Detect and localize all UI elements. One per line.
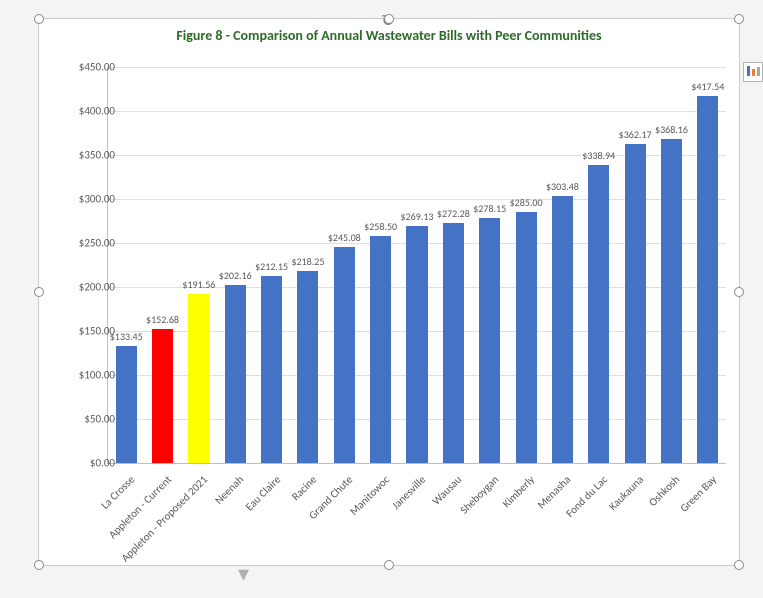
selection-handle[interactable]	[384, 14, 394, 24]
data-label: $245.08	[314, 231, 374, 244]
selection-handle[interactable]	[734, 287, 744, 297]
x-category-label: Neenah	[213, 473, 247, 507]
y-tick-label: $100.00	[55, 369, 115, 382]
bar[interactable]	[479, 218, 500, 463]
bar[interactable]	[697, 96, 718, 463]
y-tick-label: $350.00	[55, 149, 115, 162]
bar[interactable]	[188, 294, 209, 463]
y-tick-label: $300.00	[55, 193, 115, 206]
chart-filter-button[interactable]	[743, 62, 763, 82]
chart-object[interactable]: Figure 8 - Comparison of Annual Wastewat…	[38, 18, 740, 566]
bar[interactable]	[297, 271, 318, 463]
data-label: $152.68	[133, 313, 193, 326]
bar[interactable]	[516, 212, 537, 463]
y-tick-label: $400.00	[55, 105, 115, 118]
bar[interactable]	[406, 226, 427, 463]
data-label: $338.94	[569, 149, 629, 162]
gridline	[108, 111, 726, 112]
selection-handle[interactable]	[34, 14, 44, 24]
selection-handle[interactable]	[734, 14, 744, 24]
down-arrow-icon: ▾	[238, 560, 249, 587]
selection-handle[interactable]	[34, 560, 44, 570]
x-category-label: Kaukauna	[606, 473, 646, 513]
selection-handle[interactable]	[734, 560, 744, 570]
x-category-label: Wausau	[430, 473, 465, 508]
bar[interactable]	[152, 329, 173, 463]
plot-area: $133.45$152.68$191.56$202.16$212.15$218.…	[107, 67, 726, 464]
bar[interactable]	[116, 346, 137, 463]
gridline	[108, 67, 726, 68]
y-tick-label: $0.00	[55, 457, 115, 470]
chart-filter-icon	[744, 63, 762, 81]
bar[interactable]	[370, 236, 391, 463]
x-category-label: Eau Claire	[242, 473, 282, 513]
bar[interactable]	[625, 144, 646, 463]
x-category-label: Green Bay	[677, 473, 719, 515]
bar[interactable]	[334, 247, 355, 463]
x-category-label: Sheboygan	[457, 473, 501, 517]
x-category-label: Appleton - Current	[106, 473, 174, 541]
bar[interactable]	[661, 139, 682, 463]
bar[interactable]	[261, 276, 282, 463]
x-category-label: Oshkosh	[647, 473, 683, 509]
y-tick-label: $150.00	[55, 325, 115, 338]
y-tick-label: $50.00	[55, 413, 115, 426]
bar[interactable]	[443, 223, 464, 463]
data-label: $368.16	[641, 123, 701, 136]
x-category-label: Janesville	[389, 473, 428, 512]
selection-handle[interactable]	[34, 287, 44, 297]
data-label: $285.00	[496, 196, 556, 209]
data-label: $303.48	[532, 180, 592, 193]
y-tick-label: $250.00	[55, 237, 115, 250]
data-label: $218.25	[278, 255, 338, 268]
bar[interactable]	[225, 285, 246, 463]
y-tick-label: $450.00	[55, 61, 115, 74]
x-category-label: Racine	[289, 473, 319, 503]
data-label: $417.54	[678, 80, 738, 93]
selection-handle[interactable]	[384, 560, 394, 570]
bar[interactable]	[552, 196, 573, 463]
bar[interactable]	[588, 165, 609, 463]
y-tick-label: $200.00	[55, 281, 115, 294]
x-category-label: Kimberly	[500, 473, 537, 510]
